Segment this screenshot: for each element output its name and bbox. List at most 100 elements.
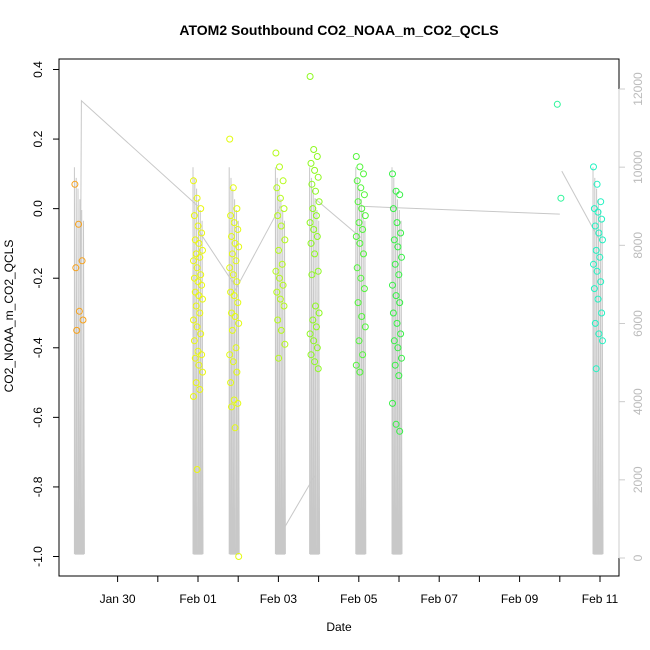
data-point <box>193 194 201 202</box>
data-point <box>307 239 315 247</box>
data-point <box>389 399 396 407</box>
data-point <box>360 170 367 178</box>
data-point <box>196 386 204 393</box>
data-point <box>277 326 285 334</box>
data-point <box>309 205 317 213</box>
x-axis-label: Date <box>326 620 352 634</box>
altitude-trace <box>274 167 286 555</box>
data-point <box>275 246 283 254</box>
data-point <box>235 319 243 327</box>
data-point <box>389 281 396 289</box>
data-point <box>190 316 197 324</box>
altitude-trace <box>192 167 204 555</box>
data-point <box>195 361 203 369</box>
x-tick-label: Feb 11 <box>582 592 619 606</box>
data-point <box>276 274 283 282</box>
data-point <box>590 163 597 171</box>
data-point <box>197 330 205 338</box>
altitude-trace <box>391 167 403 555</box>
data-point <box>392 292 400 300</box>
data-point <box>597 198 605 206</box>
data-point <box>229 358 237 366</box>
data-point <box>395 271 403 279</box>
altitude-trace <box>592 167 604 555</box>
data-point <box>231 424 239 432</box>
data-point <box>229 184 237 192</box>
data-point <box>591 319 599 327</box>
data-point <box>233 368 241 376</box>
data-point <box>226 135 234 143</box>
data-point <box>273 288 281 296</box>
data-point <box>234 299 242 307</box>
data-point <box>228 403 235 411</box>
data-point <box>199 368 206 376</box>
data-point <box>358 313 366 320</box>
data-point <box>354 299 362 307</box>
y2-tick-label: 12000 <box>631 72 645 106</box>
data-point <box>312 302 319 310</box>
data-point <box>359 226 367 233</box>
data-point <box>354 198 362 206</box>
data-point <box>280 205 288 213</box>
data-point <box>195 239 203 247</box>
y2-tick-label: 10000 <box>631 150 645 184</box>
data-point <box>312 323 320 331</box>
data-point <box>227 212 235 220</box>
data-point <box>390 337 398 345</box>
data-point <box>389 170 396 178</box>
data-point <box>72 264 80 272</box>
data-point <box>198 281 206 289</box>
data-point <box>591 222 599 230</box>
data-point <box>279 281 287 289</box>
data-point <box>231 239 239 247</box>
data-point <box>228 309 235 317</box>
data-point <box>190 337 198 345</box>
data-point <box>590 260 597 268</box>
y-tick-label: -0.2 <box>31 268 45 289</box>
x-tick-label: Feb 09 <box>501 592 539 606</box>
data-point <box>392 420 400 428</box>
y2-axis: 0 2000 4000 6000 8000 10000 12000 <box>618 72 645 561</box>
data-point <box>78 257 86 265</box>
transit-trace <box>314 198 362 238</box>
data-point <box>226 264 234 272</box>
data-point <box>199 246 206 254</box>
transit-trace <box>279 475 316 535</box>
data-point <box>235 243 243 251</box>
data-point <box>306 330 314 338</box>
data-point <box>191 236 199 244</box>
data-point <box>190 177 197 185</box>
data-point <box>557 194 565 202</box>
data-point <box>71 180 79 188</box>
data-point <box>227 288 235 296</box>
data-point <box>595 229 603 237</box>
data-point <box>592 365 600 373</box>
data-point <box>281 236 289 244</box>
data-point <box>308 180 316 188</box>
data-point <box>312 187 319 195</box>
data-point <box>599 236 606 244</box>
data-point <box>398 354 405 362</box>
data-point <box>272 267 280 275</box>
data-point <box>389 205 397 213</box>
data-point <box>314 173 322 181</box>
data-point <box>230 292 238 300</box>
data-point <box>199 295 206 303</box>
data-point <box>313 233 321 240</box>
data-point <box>195 292 203 300</box>
data-point <box>360 250 367 258</box>
data-point <box>191 288 199 296</box>
data-point <box>356 163 364 171</box>
data-point <box>75 220 82 228</box>
data-point <box>79 316 87 324</box>
data-point <box>396 191 404 199</box>
data-point <box>228 326 236 334</box>
data-point <box>198 229 206 237</box>
data-point <box>277 222 285 230</box>
altitude-trace <box>309 167 321 555</box>
data-point <box>590 205 598 213</box>
data-point <box>315 198 323 206</box>
data-point <box>228 233 235 240</box>
data-point <box>394 344 402 352</box>
